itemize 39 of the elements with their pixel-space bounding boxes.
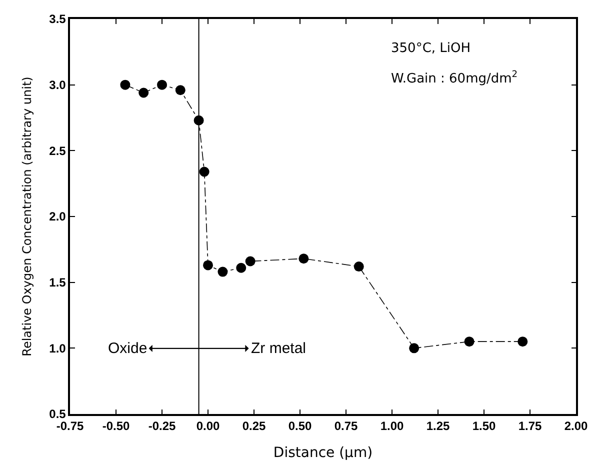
x-tick-label: -0.50	[102, 419, 130, 434]
y-tick-label: 3.5	[49, 12, 66, 26]
x-tick-label: 0.00	[196, 419, 220, 434]
annotation: Oxide	[108, 340, 148, 357]
point	[518, 336, 528, 347]
x-axis-title: Distance (μm)	[273, 444, 373, 461]
y-tick-label: 0.5	[49, 407, 66, 422]
annotation: W.Gain : 60mg/dm$^{2}$	[391, 70, 518, 86]
x-tick-label: 0.75	[334, 419, 358, 434]
y-tick-label: 2.0	[49, 210, 66, 224]
x-tick-label: 1.75	[518, 419, 542, 434]
point	[175, 85, 186, 96]
x-tick-label: 2.00	[564, 419, 588, 434]
y-axis-title: Relative Oxygen Concentration (arbitrary unit)	[20, 76, 34, 356]
point	[464, 336, 474, 347]
point	[354, 262, 364, 272]
x-tick-label: -0.25	[148, 419, 176, 434]
x-tick-label: 0.50	[288, 419, 312, 434]
y-tick-label: 1.0	[49, 341, 66, 356]
point	[199, 166, 210, 177]
annotation: 350°C, LiOH	[391, 41, 471, 56]
point	[245, 256, 256, 266]
point	[218, 266, 228, 277]
point	[409, 343, 420, 354]
x-tick-label: 1.00	[380, 419, 404, 434]
y-tick-label: 3.0	[49, 78, 66, 92]
point	[298, 254, 309, 264]
point	[157, 80, 167, 90]
x-tick-label: -0.75	[56, 419, 84, 434]
point	[138, 88, 149, 98]
x-tick-label: 1.50	[472, 419, 496, 434]
y-tick-label: 1.5	[49, 276, 66, 290]
annotation: Zr metal	[251, 340, 306, 357]
x-tick-label: 0.25	[242, 419, 266, 434]
point	[120, 80, 130, 90]
y-tick-label: 2.5	[49, 144, 66, 158]
x-tick-label: 1.25	[426, 419, 450, 434]
point	[236, 262, 246, 273]
point	[203, 260, 213, 270]
